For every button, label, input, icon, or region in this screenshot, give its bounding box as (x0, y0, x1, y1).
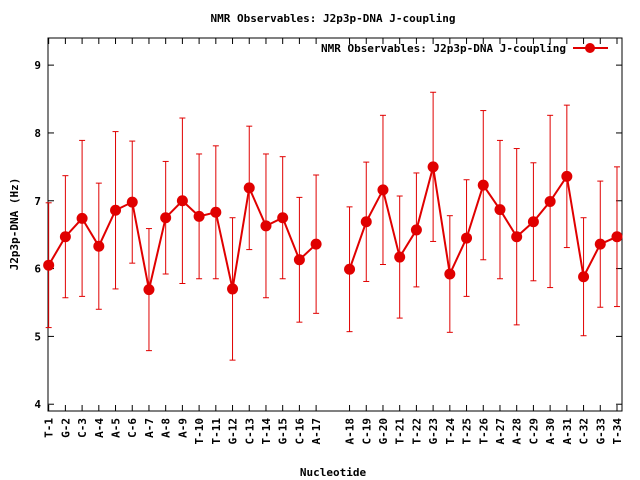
x-tick-label: A-31 (561, 418, 574, 445)
data-point (227, 283, 239, 295)
data-point (410, 224, 422, 236)
data-point (444, 268, 456, 280)
data-point (126, 196, 138, 208)
data-point (293, 254, 305, 266)
x-tick-label: A-8 (160, 418, 173, 438)
data-point (477, 179, 489, 191)
legend: NMR Observables: J2p3p-DNA J-coupling (321, 42, 608, 55)
x-tick-label: T-26 (477, 418, 490, 445)
data-point (511, 231, 523, 243)
x-tick-label: C-29 (527, 418, 540, 445)
x-tick-label: A-30 (544, 418, 557, 445)
chart-title: NMR Observables: J2p3p-DNA J-coupling (210, 12, 455, 25)
data-point (377, 184, 389, 196)
y-tick-label: 7 (34, 195, 41, 208)
y-tick-label: 6 (34, 263, 41, 276)
series-line (47, 166, 618, 290)
legend-marker (585, 43, 595, 53)
x-tick-label: A-18 (344, 418, 357, 445)
x-tick-label: G-15 (277, 418, 290, 445)
x-tick-label: C-16 (293, 418, 306, 445)
y-tick-label: 4 (34, 398, 41, 411)
x-tick-label: G-2 (59, 418, 72, 438)
legend-label: NMR Observables: J2p3p-DNA J-coupling (321, 42, 566, 55)
x-tick-label: A-5 (110, 418, 123, 438)
x-tick-label: A-27 (494, 418, 507, 445)
data-point (394, 251, 406, 263)
data-point (578, 271, 590, 283)
data-point (494, 204, 506, 216)
data-point (527, 216, 539, 228)
x-tick-label: C-6 (126, 418, 139, 438)
x-tick-label: A-7 (143, 418, 156, 438)
x-tick-label: T-21 (394, 418, 407, 445)
data-point (210, 206, 222, 218)
x-tick-label: A-4 (93, 418, 106, 438)
data-point (43, 259, 55, 271)
data-point (344, 263, 356, 275)
data-point (277, 212, 289, 224)
x-tick-label: T-1 (43, 418, 56, 438)
data-point (360, 216, 372, 228)
data-point (59, 231, 71, 243)
data-point (310, 238, 322, 250)
x-tick-label: T-25 (461, 418, 474, 445)
x-axis-label: Nucleotide (300, 466, 367, 479)
x-tick-label: G-12 (227, 418, 240, 445)
x-tick-label: A-17 (310, 418, 323, 445)
x-tick-label: C-13 (243, 418, 256, 445)
data-point (594, 238, 606, 250)
y-tick-label: 9 (34, 59, 41, 72)
x-tick-label: A-28 (511, 418, 524, 445)
x-tick-label: T-14 (260, 418, 273, 445)
x-tick-label: T-24 (444, 418, 457, 445)
x-tick-label: T-22 (410, 418, 423, 445)
data-point (427, 161, 439, 173)
y-tick-label: 8 (34, 127, 41, 140)
x-tick-label: C-32 (578, 418, 591, 445)
data-point (160, 212, 172, 224)
x-axis: T-1 G-2 C-3 A-4 A-5 C-6 A-7 A-8 A-9 T-10 T-11 G-12 C… (43, 38, 624, 445)
x-tick-label: G-23 (427, 418, 440, 445)
data-point (611, 231, 623, 243)
data-point (176, 195, 188, 207)
data-point (461, 232, 473, 244)
x-tick-label: T-11 (210, 418, 223, 445)
y-axis-label: J2p3p-DNA (Hz) (8, 178, 21, 271)
data-point (193, 210, 205, 222)
plot-frame (47, 37, 623, 412)
x-tick-label: C-19 (360, 418, 373, 445)
x-tick-label: A-9 (176, 418, 189, 438)
data-point (93, 240, 105, 252)
x-tick-label: T-34 (611, 418, 624, 445)
y-tick-label: 5 (34, 330, 41, 343)
data-point (110, 204, 122, 216)
data-point (260, 220, 272, 232)
x-tick-label: G-20 (377, 418, 390, 445)
data-point (544, 195, 556, 207)
y-axis: 4 5 6 7 8 9 (34, 59, 622, 411)
data-points (43, 161, 623, 296)
data-point (143, 284, 155, 296)
x-tick-label: C-3 (76, 418, 89, 438)
x-tick-label: T-10 (193, 418, 206, 445)
data-point (76, 212, 88, 224)
data-point (243, 182, 255, 194)
data-point (561, 170, 573, 182)
x-tick-label: G-33 (594, 418, 607, 445)
